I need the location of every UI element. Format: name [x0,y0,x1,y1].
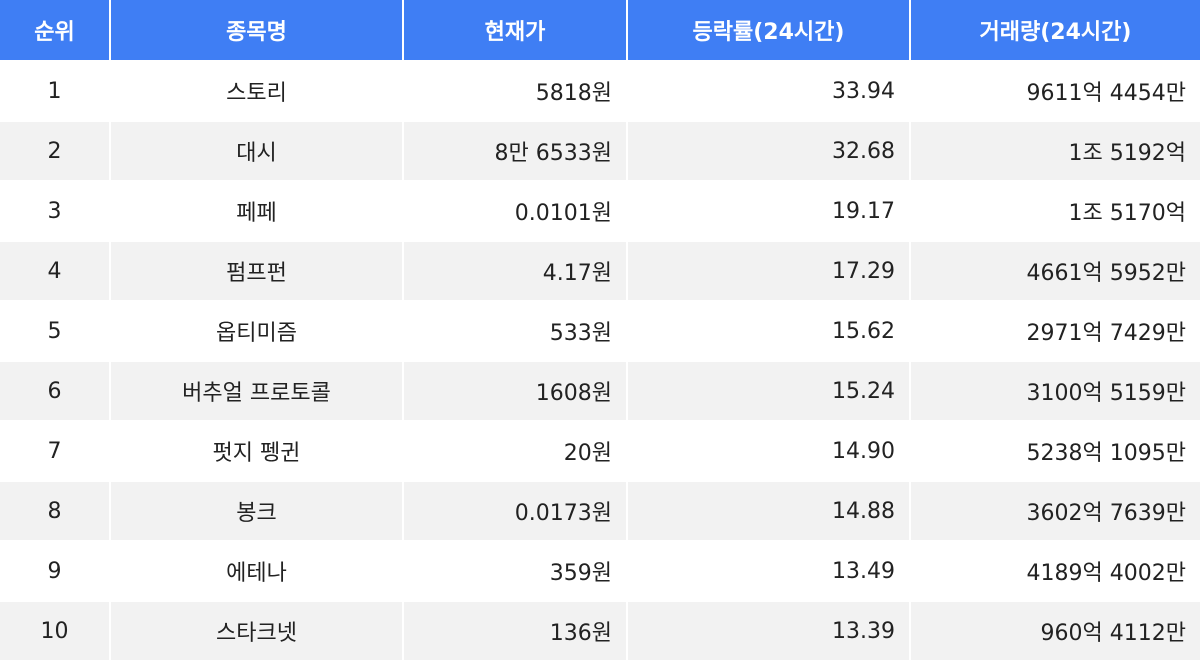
table-cell: 4661억 5952만 [909,240,1200,302]
table-cell: 8 [0,480,111,542]
table-cell: 14.90 [626,420,911,482]
table-cell: 스토리 [109,60,404,122]
table-cell: 4 [0,240,111,302]
table-cell: 3602억 7639만 [909,480,1200,542]
table-cell: 33.94 [626,60,911,122]
table-cell: 960억 4112만 [909,600,1200,662]
table-row: 3 페페 0.0101원 19.17 1조 5170억 [0,180,1200,242]
table-cell: 1608원 [402,360,628,422]
table-cell: 3 [0,180,111,242]
table-cell: 버추얼 프로토콜 [109,360,404,422]
table-cell: 20원 [402,420,628,482]
table-row: 6 버추얼 프로토콜 1608원 15.24 3100억 5159만 [0,360,1200,422]
table-row: 5 옵티미즘 533원 15.62 2971억 7429만 [0,300,1200,362]
table-cell: 9611억 4454만 [909,60,1200,122]
table-body: 1 스토리 5818원 33.94 9611억 4454만 2 대시 8만 6533원 32.6… [0,60,1200,662]
table-cell: 에테나 [109,540,404,602]
table-cell: 페페 [109,180,404,242]
table-cell: 봉크 [109,480,404,542]
table-cell: 13.39 [626,600,911,662]
table-cell: 2 [0,120,111,182]
table-cell: 옵티미즘 [109,300,404,362]
header-cell: 순위 [0,0,111,62]
table-cell: 17.29 [626,240,911,302]
table-cell: 10 [0,600,111,662]
table-cell: 5 [0,300,111,362]
table-cell: 4189억 4002만 [909,540,1200,602]
header-cell: 현재가 [402,0,628,62]
table-row: 8 봉크 0.0173원 14.88 3602억 7639만 [0,480,1200,542]
table-cell: 1 [0,60,111,122]
table-row: 2 대시 8만 6533원 32.68 1조 5192억 [0,120,1200,182]
header-cell: 거래량(24시간) [909,0,1200,62]
table-cell: 32.68 [626,120,911,182]
table-row: 1 스토리 5818원 33.94 9611억 4454만 [0,60,1200,122]
table-cell: 13.49 [626,540,911,602]
table-cell: 6 [0,360,111,422]
table-cell: 8만 6533원 [402,120,628,182]
table-cell: 1조 5170억 [909,180,1200,242]
table-cell: 9 [0,540,111,602]
table-cell: 펌프펀 [109,240,404,302]
table-cell: 0.0101원 [402,180,628,242]
table-cell: 359원 [402,540,628,602]
header-row: 순위 종목명 현재가 등락률(24시간) 거래량(24시간) [0,0,1200,62]
table-cell: 3100억 5159만 [909,360,1200,422]
table-cell: 0.0173원 [402,480,628,542]
table-cell: 2971억 7429만 [909,300,1200,362]
table-cell: 7 [0,420,111,482]
table-cell: 15.24 [626,360,911,422]
header-cell: 종목명 [109,0,404,62]
table-header: 순위 종목명 현재가 등락률(24시간) 거래량(24시간) [0,0,1200,62]
table-cell: 대시 [109,120,404,182]
table-cell: 533원 [402,300,628,362]
table-cell: 펏지 펭귄 [109,420,404,482]
table-cell: 5238억 1095만 [909,420,1200,482]
table-cell: 136원 [402,600,628,662]
table-row: 10 스타크넷 136원 13.39 960억 4112만 [0,600,1200,662]
table-cell: 1조 5192억 [909,120,1200,182]
table-row: 7 펏지 펭귄 20원 14.90 5238억 1095만 [0,420,1200,482]
table-cell: 19.17 [626,180,911,242]
table-cell: 스타크넷 [109,600,404,662]
table-row: 9 에테나 359원 13.49 4189억 4002만 [0,540,1200,602]
table-cell: 4.17원 [402,240,628,302]
header-cell: 등락률(24시간) [626,0,911,62]
table-cell: 14.88 [626,480,911,542]
table-cell: 5818원 [402,60,628,122]
table-row: 4 펌프펀 4.17원 17.29 4661억 5952만 [0,240,1200,302]
table-cell: 15.62 [626,300,911,362]
